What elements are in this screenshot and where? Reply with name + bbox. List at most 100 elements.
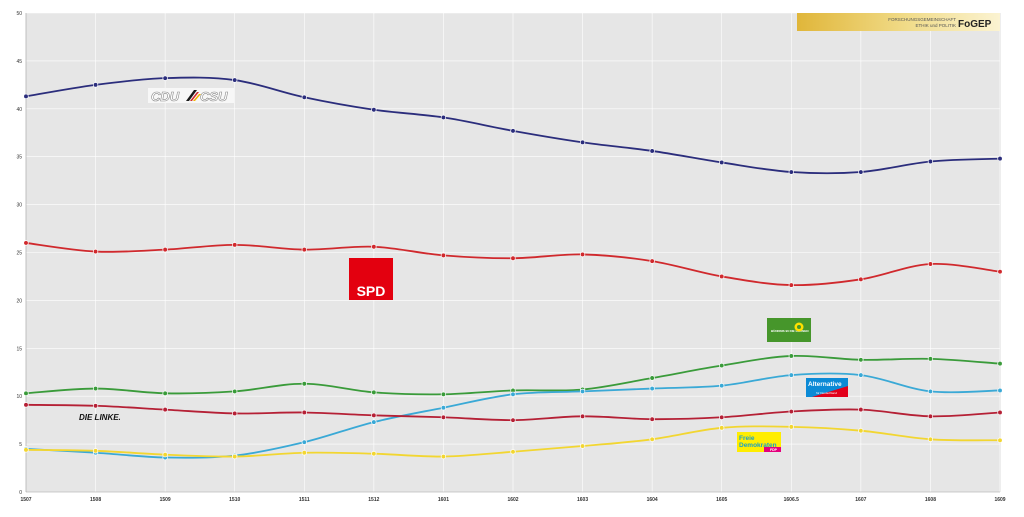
afd-arrow-icon: [812, 386, 848, 397]
y-tick-label: 10: [16, 394, 22, 400]
x-tick-label: 1605: [716, 497, 727, 503]
data-point-fdp: [788, 424, 794, 430]
y-tick-label: 50: [16, 11, 22, 17]
data-point-fdp: [510, 449, 516, 455]
data-point-gruene: [23, 390, 29, 396]
gruene-logo-text: BÜNDNIS 90 DIE GRÜNEN: [771, 328, 809, 333]
data-point-afd: [510, 391, 516, 397]
y-tick-label: 15: [16, 346, 22, 352]
data-point-fdp: [927, 436, 934, 442]
data-point-cdu: [232, 77, 238, 83]
data-point-cdu: [371, 107, 377, 113]
data-point-fdp: [301, 450, 307, 456]
data-point-linke: [788, 408, 794, 415]
data-point-gruene: [371, 389, 377, 396]
spd-logo: SPD: [349, 258, 393, 300]
y-tick-label: 20: [16, 298, 22, 304]
data-point-fdp: [162, 451, 168, 458]
fdp-logo-line2: Demokraten: [739, 442, 777, 449]
cdu-flag-red-icon: [190, 92, 199, 101]
afd-logo-text: Alternative: [808, 381, 842, 388]
data-point-fdp: [92, 448, 99, 454]
fdp-sub-bg: [764, 447, 781, 452]
afd-logo: Alternative für Deutschland: [806, 378, 848, 397]
data-point-afd: [440, 405, 447, 411]
y-tick-label: 35: [16, 155, 22, 161]
data-point-spd: [440, 252, 447, 259]
data-point-spd: [162, 246, 168, 253]
data-point-gruene: [301, 381, 307, 387]
linke-logo-text: DIE LINKE.: [79, 413, 121, 422]
data-point-gruene: [927, 356, 934, 362]
data-point-cdu: [719, 159, 725, 166]
data-point-spd: [858, 276, 864, 282]
data-point-linke: [371, 412, 377, 419]
data-point-afd: [371, 419, 377, 425]
cdu-flag-gold-icon: [193, 94, 201, 101]
data-point-cdu: [23, 93, 29, 99]
x-tick-label: 1602: [507, 497, 518, 503]
data-point-cdu: [649, 148, 655, 154]
data-point-cdu: [927, 158, 934, 165]
x-tick-label: 1607: [855, 497, 866, 503]
y-tick-label: 5: [19, 442, 22, 448]
data-point-afd: [927, 388, 934, 395]
data-point-spd: [997, 269, 1003, 275]
data-point-linke: [858, 406, 864, 413]
data-point-fdp: [858, 428, 864, 434]
data-point-spd: [371, 244, 377, 250]
y-tick-label: 30: [16, 203, 22, 209]
spd-logo-bg: [349, 258, 393, 300]
data-point-gruene: [858, 357, 864, 363]
data-point-afd: [719, 383, 725, 389]
data-point-spd: [649, 258, 655, 264]
data-point-fdp: [371, 451, 377, 457]
data-point-linke: [162, 406, 168, 413]
data-point-gruene: [440, 391, 447, 397]
logo-banner: [797, 13, 1000, 31]
data-point-afd: [788, 372, 794, 378]
data-point-linke: [719, 414, 725, 420]
data-point-spd: [92, 248, 99, 255]
data-point-linke: [23, 402, 29, 408]
data-point-gruene: [232, 388, 238, 395]
sunflower-center-icon: [797, 325, 801, 329]
fogep-logo: FORSCHUNGSGEMEINSCHAFT ETHIK und POLITIK…: [797, 13, 1000, 31]
data-point-fdp: [23, 447, 29, 453]
x-tick-label: 1601: [438, 497, 449, 503]
linke-logo: DIE LINKE.: [79, 413, 121, 422]
data-point-fdp: [579, 443, 586, 449]
data-point-linke: [927, 413, 934, 419]
data-point-gruene: [92, 385, 99, 392]
cdu-logo-text: CDU: [151, 89, 180, 104]
data-point-gruene: [719, 362, 725, 369]
y-tick-label: 45: [16, 59, 22, 65]
data-point-cdu: [92, 82, 99, 88]
data-point-spd: [232, 242, 238, 248]
fdp-logo-line1: Freie: [739, 435, 755, 442]
data-point-afd: [649, 385, 655, 392]
data-point-cdu: [162, 75, 168, 81]
data-point-cdu: [997, 155, 1003, 162]
data-point-gruene: [788, 353, 794, 359]
data-point-afd: [858, 372, 864, 378]
logo-line2: ETHIK und POLITIK: [915, 23, 956, 28]
x-tick-label: 1608: [925, 497, 936, 503]
data-point-cdu: [440, 114, 447, 121]
data-point-linke: [232, 410, 238, 417]
data-point-spd: [927, 261, 934, 267]
data-points: [23, 75, 1003, 461]
spd-logo-text: SPD: [357, 283, 386, 299]
data-point-cdu: [301, 94, 307, 100]
data-point-afd: [301, 439, 307, 445]
gruene-logo-bg: [767, 318, 811, 342]
fdp-logo: Freie Demokraten FDP: [737, 432, 781, 452]
data-point-spd: [510, 255, 516, 261]
data-point-fdp: [649, 436, 655, 442]
x-tick-label: 1508: [90, 497, 101, 503]
logo-line1: FORSCHUNGSGEMEINSCHAFT: [888, 17, 956, 22]
data-point-spd: [788, 282, 794, 288]
x-tick-label: 1512: [368, 497, 379, 503]
